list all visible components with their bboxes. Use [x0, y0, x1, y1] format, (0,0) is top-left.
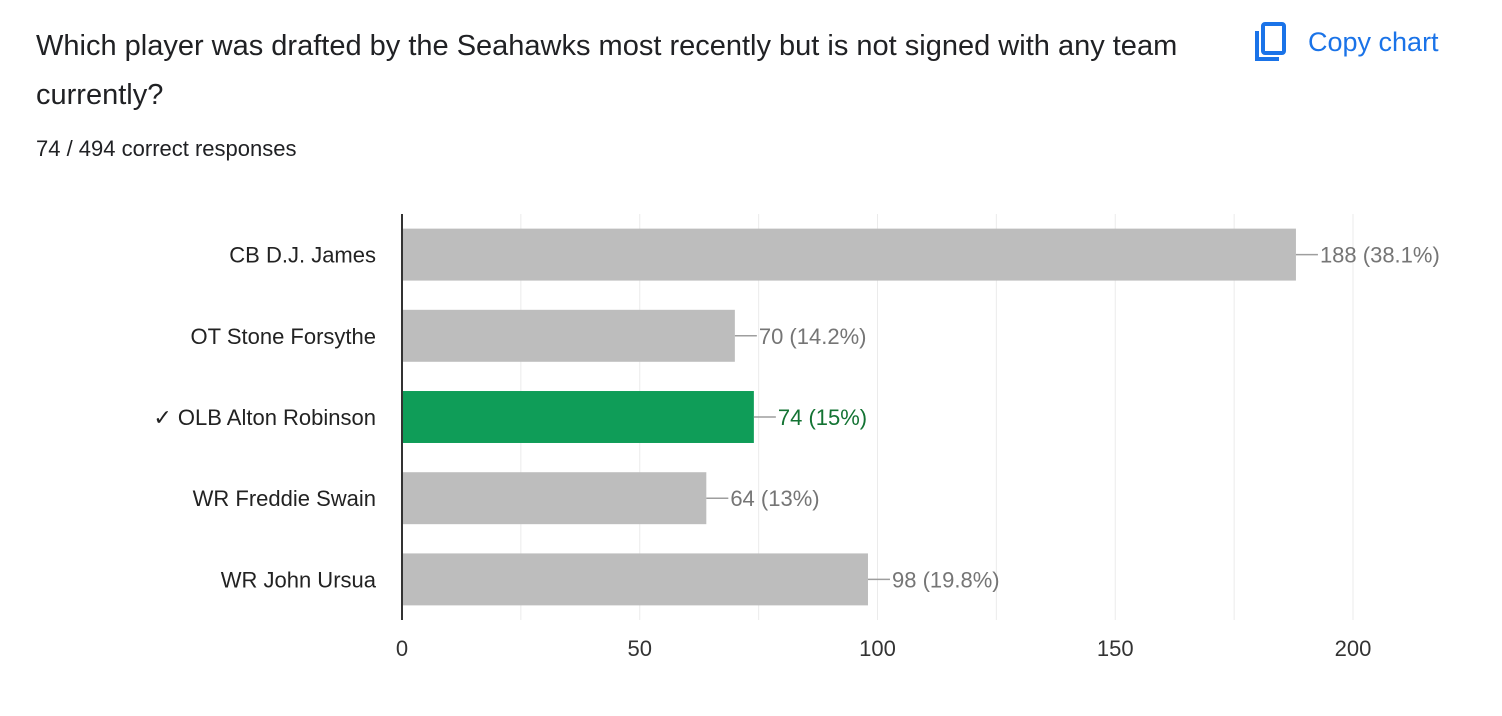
x-tick-label: 150 — [1097, 636, 1134, 661]
copy-chart-label: Copy chart — [1308, 26, 1439, 57]
category-label: WR Freddie Swain — [193, 486, 376, 511]
bar — [403, 309, 735, 362]
x-tick-label: 50 — [628, 636, 652, 661]
data-label: 74 (15%) — [778, 405, 867, 430]
data-label: 98 (19.8%) — [892, 567, 1000, 592]
x-tick-label: 0 — [396, 636, 408, 661]
category-label: WR John Ursua — [221, 567, 377, 592]
bar — [403, 553, 868, 606]
data-label: 64 (13%) — [730, 486, 819, 511]
x-tick-label: 100 — [859, 636, 896, 661]
correct-responses-summary: 74 / 494 correct responses — [36, 136, 297, 161]
copy-chart-button[interactable]: Copy chart — [1252, 20, 1439, 64]
copy-icon — [1252, 21, 1288, 63]
question-title: Which player was drafted by the Seahawks… — [36, 30, 1178, 111]
bar — [403, 391, 754, 443]
category-label: CB D.J. James — [229, 243, 376, 268]
bar — [403, 472, 707, 525]
data-label: 70 (14.2%) — [759, 324, 867, 349]
data-label: 188 (38.1%) — [1320, 243, 1440, 268]
x-tick-label: 200 — [1335, 636, 1372, 661]
category-label: OT Stone Forsythe — [191, 324, 376, 349]
category-label: ✓ OLB Alton Robinson — [153, 405, 376, 430]
bar — [403, 228, 1296, 281]
